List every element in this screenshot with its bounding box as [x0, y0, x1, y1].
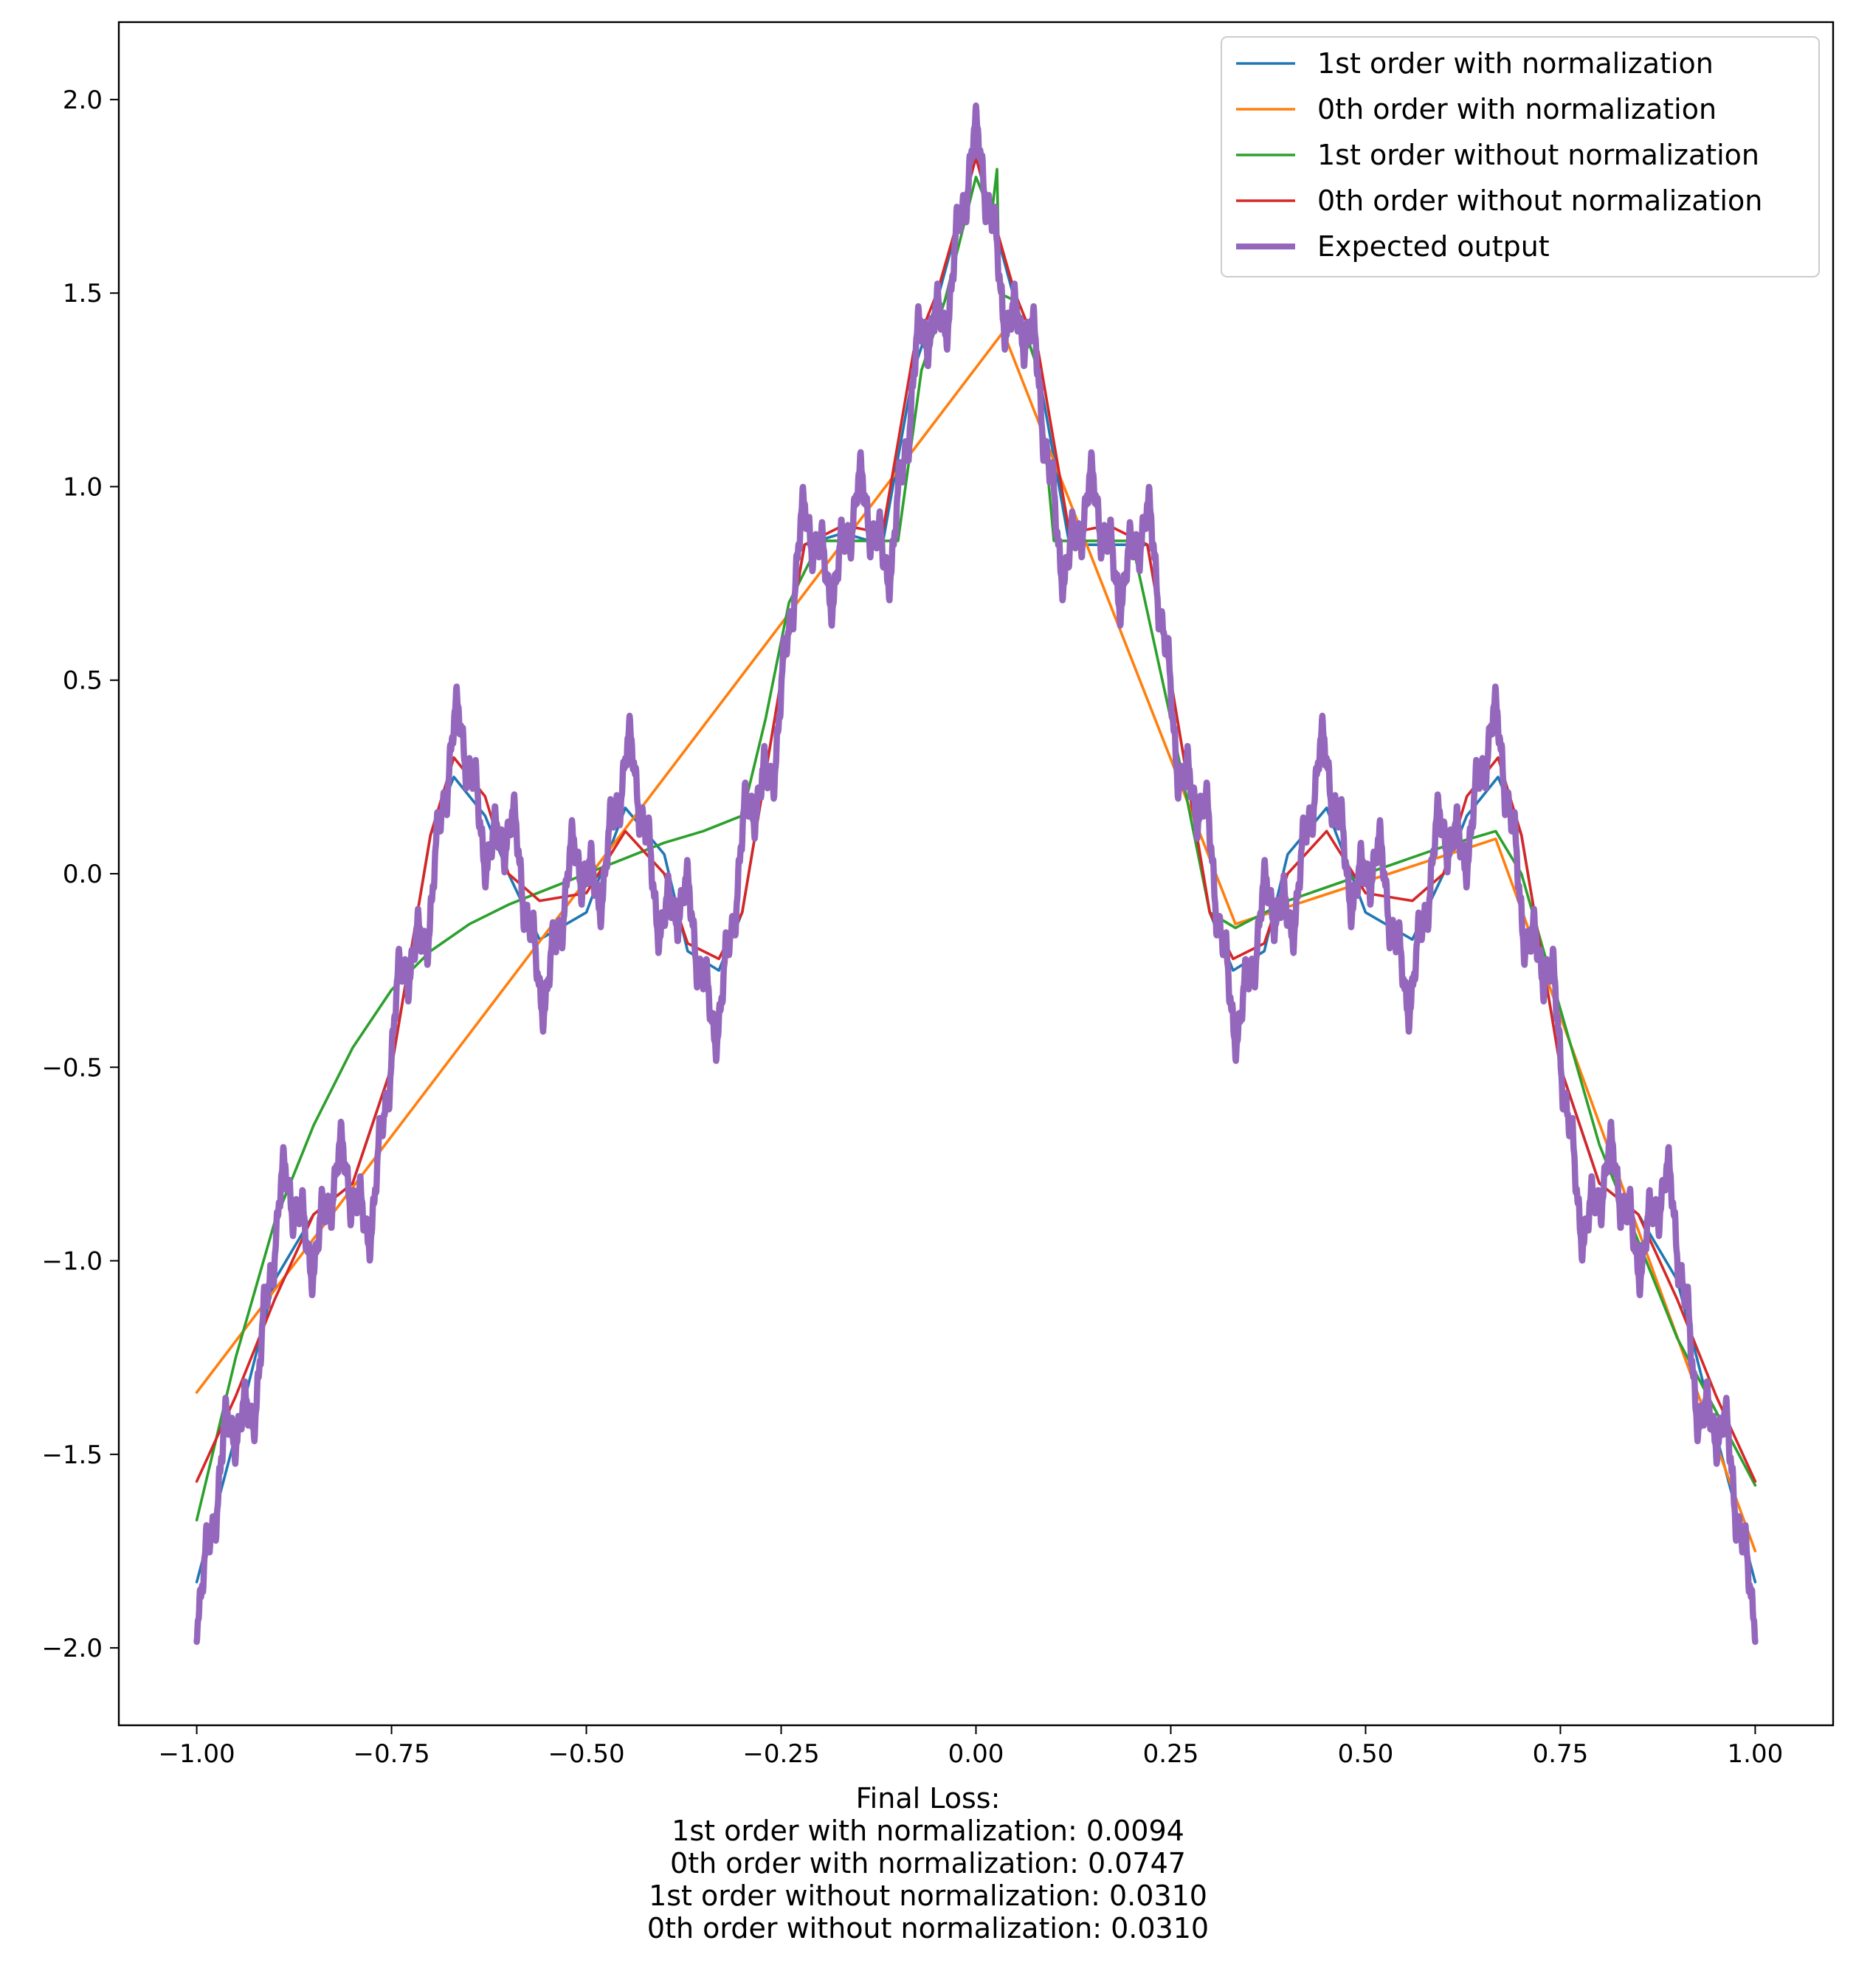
y-tick-label: 0.5 [63, 666, 103, 696]
x-tick-label: −0.50 [548, 1739, 624, 1769]
final-loss-line: 0th order with normalization: 0.0747 [670, 1847, 1186, 1880]
y-tick-label: 0.0 [63, 860, 103, 889]
series-line-expected-output [193, 102, 1759, 1646]
final-loss-annotation: Final Loss: 1st order with normalization:… [0, 1782, 1856, 1944]
x-tick-label: 0.25 [1143, 1739, 1199, 1769]
y-tick-label: −2.0 [41, 1634, 103, 1663]
legend-label: 0th order with normalization [1317, 93, 1717, 125]
legend-label: Expected output [1317, 230, 1550, 263]
x-tick-label: −0.25 [742, 1739, 819, 1769]
final-loss-line: 1st order without normalization: 0.0310 [649, 1880, 1207, 1912]
x-tick-label: −0.75 [353, 1739, 429, 1769]
series-line-0th-order-with-normalization [195, 330, 1757, 1553]
y-tick-label: −1.5 [41, 1440, 103, 1470]
y-tick-label: −1.0 [41, 1247, 103, 1277]
legend-box [1221, 36, 1820, 277]
final-loss-line: 1st order with normalization: 0.0094 [672, 1815, 1184, 1847]
legend: 1st order with normalization 0th order wi… [1221, 36, 1820, 277]
y-tick-label: 1.5 [63, 279, 103, 308]
legend-label: 1st order with normalization [1317, 47, 1714, 80]
x-tick-label: 0.75 [1533, 1739, 1589, 1769]
x-tick-label: 0.00 [948, 1739, 1004, 1769]
legend-label: 1st order without normalization [1317, 139, 1759, 171]
y-tick-label: −0.5 [41, 1053, 103, 1083]
final-loss-line: 0th order without normalization: 0.0310 [646, 1912, 1210, 1944]
final-loss-line: Final Loss: [855, 1782, 1001, 1815]
y-tick-label: 1.0 [63, 472, 103, 502]
legend-label: 0th order without normalization [1317, 184, 1762, 217]
ticks-layer: −1.00 −0.75 −0.50 −0.25 0.00 0.25 0.50 0.75 1.00… [41, 86, 1783, 1769]
series-layer [193, 102, 1759, 1646]
x-tick-label: −1.00 [158, 1739, 235, 1769]
x-tick-label: 0.50 [1338, 1739, 1394, 1769]
y-tick-label: 2.0 [63, 86, 103, 115]
x-tick-label: 1.00 [1728, 1739, 1784, 1769]
